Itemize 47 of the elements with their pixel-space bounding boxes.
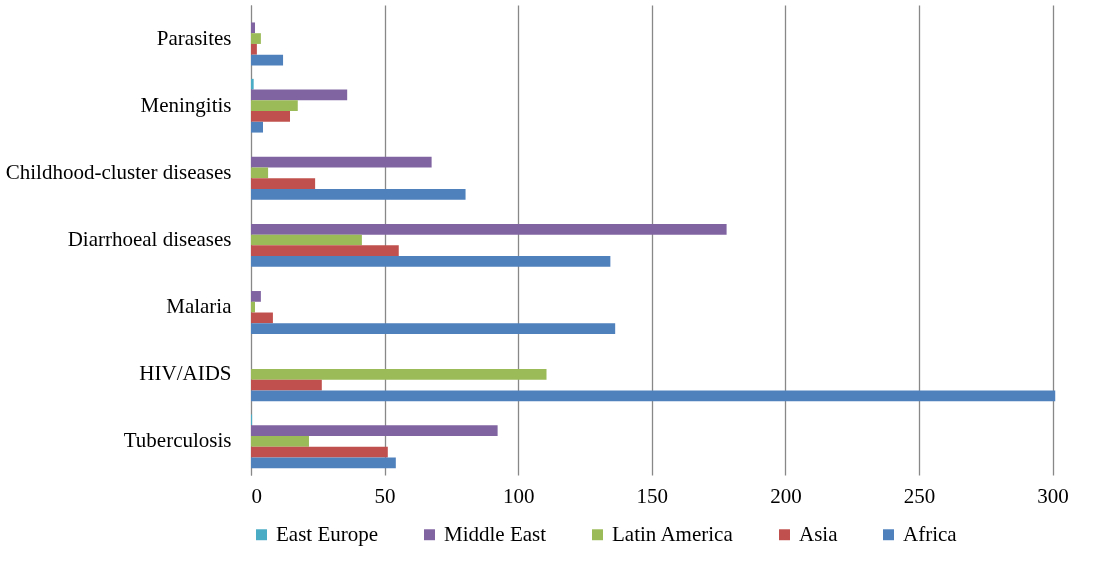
bar <box>251 436 309 447</box>
bar <box>251 121 264 133</box>
legend-label: Latin America <box>612 521 734 546</box>
bar <box>251 234 362 246</box>
legend-label: Middle East <box>444 521 547 546</box>
legend-label: Africa <box>903 521 958 546</box>
bar <box>251 379 322 391</box>
y-tick-label: Parasites <box>156 25 232 50</box>
y-tick-label: Tuberculosis <box>123 428 232 453</box>
bar <box>251 111 291 122</box>
bar <box>251 256 611 267</box>
y-tick-label: Diarrhoeal diseases <box>67 227 232 251</box>
y-tick-label: Meningitis <box>140 92 232 117</box>
bar <box>251 425 498 437</box>
legend-label: Asia <box>799 521 839 546</box>
x-tick-label: 300 <box>1037 483 1069 508</box>
bar <box>251 223 727 235</box>
bar <box>251 188 466 200</box>
bar <box>251 33 261 44</box>
y-tick-label: Childhood-cluster diseases <box>5 159 232 184</box>
legend-label: East Europe <box>276 521 379 546</box>
x-tick-label: 100 <box>502 483 535 508</box>
x-tick-label: 250 <box>903 483 936 508</box>
y-tick-label: HIV/AIDS <box>139 361 232 386</box>
x-tick-label: 0 <box>251 483 262 508</box>
bar <box>251 312 273 324</box>
bar <box>251 54 284 66</box>
bar <box>251 167 269 179</box>
bar <box>251 457 396 469</box>
x-tick-label: 150 <box>636 483 669 508</box>
bar <box>251 390 1056 402</box>
bar <box>251 22 256 34</box>
bar <box>251 323 616 334</box>
x-tick-label: 50 <box>374 483 396 508</box>
bar <box>251 446 388 458</box>
bar <box>251 156 432 168</box>
bar <box>251 178 316 189</box>
bar <box>251 89 348 101</box>
bar <box>251 368 547 380</box>
bar <box>251 301 256 313</box>
y-tick-label: Malaria <box>166 294 233 319</box>
x-tick-label: 200 <box>770 483 802 508</box>
bar <box>251 78 254 90</box>
bar <box>251 245 399 257</box>
bar <box>251 291 261 302</box>
bar <box>251 100 298 112</box>
bar <box>251 43 257 55</box>
